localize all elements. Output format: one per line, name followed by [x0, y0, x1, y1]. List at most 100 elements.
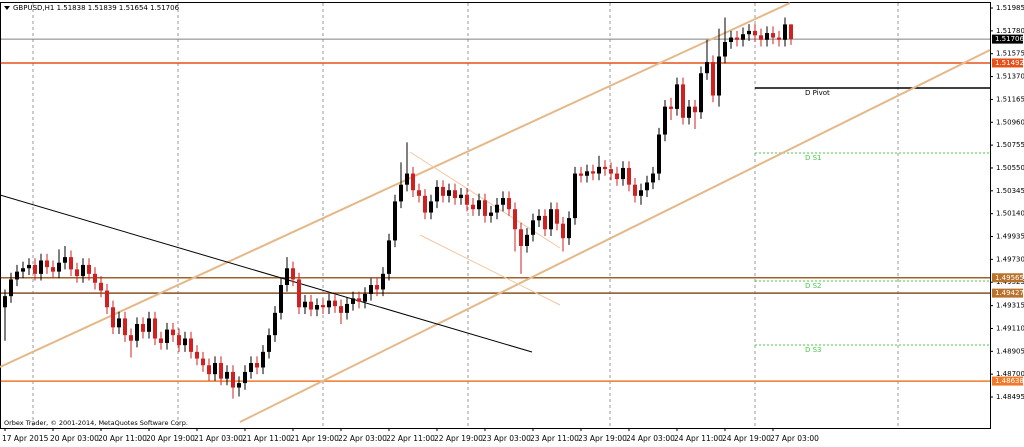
y-tick-label: 1.49730 — [996, 255, 1024, 263]
candle-body — [783, 24, 787, 40]
small-channel — [419, 234, 561, 306]
candle-body — [327, 300, 331, 308]
candle-body — [351, 298, 355, 304]
candle-body — [261, 351, 265, 368]
level-tag — [992, 288, 1023, 298]
level-label: 1.51706 — [995, 35, 1024, 43]
candle-body — [567, 218, 571, 239]
y-tick-label: 1.49315 — [996, 302, 1024, 310]
x-tick-label: 23 Apr 03:00 — [482, 434, 531, 443]
candle-body — [453, 190, 457, 199]
candle-body — [729, 37, 733, 43]
candle-body — [69, 257, 73, 270]
candle-body — [273, 312, 277, 336]
y-tick-label: 1.51165 — [996, 95, 1024, 103]
x-tick-label: 23 Apr 11:00 — [530, 434, 579, 443]
plot-frame — [0, 2, 991, 429]
y-tick-label: 1.49935 — [996, 233, 1024, 241]
candle-body — [429, 201, 433, 213]
candle-body — [51, 267, 55, 272]
candle-body — [651, 173, 655, 183]
candle-body — [387, 240, 391, 274]
candle-body — [171, 329, 175, 336]
candle-body — [375, 284, 379, 290]
candle-body — [723, 42, 727, 57]
candle-body — [45, 260, 49, 268]
candle-body — [747, 30, 751, 35]
candle-body — [15, 271, 19, 280]
y-tick-label: 1.48495 — [996, 393, 1024, 401]
candle-body — [603, 166, 607, 170]
x-tick-label: 20 Apr 19:00 — [146, 434, 195, 443]
candle-body — [411, 173, 415, 191]
candle-body — [579, 173, 583, 176]
y-tick-label: 1.48700 — [996, 370, 1024, 378]
y-tick-label: 1.50345 — [996, 187, 1024, 195]
candle-body — [189, 338, 193, 352]
candle-body — [675, 84, 679, 109]
candle-body — [741, 34, 745, 40]
y-tick-label: 1.50755 — [996, 141, 1024, 149]
candle-body — [717, 56, 721, 96]
candle-body — [147, 318, 151, 332]
candle-body — [735, 37, 739, 40]
candle-body — [597, 166, 601, 174]
candle-body — [123, 318, 127, 336]
candle-body — [87, 264, 91, 274]
candle-body — [609, 169, 613, 174]
x-tick-label: 22 Apr 03:00 — [338, 434, 387, 443]
chart-header: GBPUSD,H1 1.51838 1.51839 1.51654 1.5170… — [13, 4, 180, 12]
x-tick-label: 23 Apr 19:00 — [578, 434, 627, 443]
channel-upper — [0, 2, 791, 368]
candle-body — [33, 264, 37, 274]
candle-body — [135, 324, 139, 341]
candle-body — [21, 268, 25, 272]
candle-body — [771, 33, 775, 38]
candle-body — [339, 306, 343, 313]
candle-body — [549, 209, 553, 230]
candle-body — [201, 358, 205, 366]
candle-body — [423, 195, 427, 213]
candle-body — [63, 257, 67, 263]
candle-body — [369, 284, 373, 294]
candle-body — [483, 200, 487, 216]
candle-body — [93, 273, 97, 283]
y-tick-label: 1.50140 — [996, 210, 1024, 218]
menu-triangle — [4, 6, 10, 10]
candle-body — [531, 220, 535, 235]
candle-body — [315, 305, 319, 310]
pivot-label: D S1 — [805, 154, 822, 162]
x-tick-label: 20 Apr 03:00 — [50, 434, 99, 443]
candle-body — [435, 186, 439, 202]
candle-body — [753, 30, 757, 36]
candle-body — [345, 303, 349, 313]
pivot-label: D S2 — [805, 282, 822, 290]
level-tag — [992, 34, 1023, 44]
candle-body — [417, 190, 421, 196]
x-tick-label: 17 Apr 2015 — [2, 434, 49, 443]
pivot-label: D Pivot — [805, 89, 830, 97]
candle-body — [711, 62, 715, 96]
candle-body — [519, 229, 523, 246]
pivot-label: D S3 — [805, 346, 822, 354]
candle-body — [213, 363, 217, 375]
candle-body — [381, 273, 385, 290]
candle-body — [693, 106, 697, 113]
candle-body — [627, 167, 631, 185]
x-tick-label: 21 Apr 19:00 — [290, 434, 339, 443]
candle-body — [399, 184, 403, 202]
candle-body — [447, 190, 451, 196]
candle-body — [3, 296, 7, 308]
x-tick-label: 24 Apr 19:00 — [722, 434, 771, 443]
candle-body — [195, 351, 199, 359]
x-tick-label: 27 Apr 03:00 — [770, 434, 819, 443]
candle-body — [489, 212, 493, 216]
candle-body — [591, 171, 595, 174]
candle-body — [525, 234, 529, 246]
candle-body — [681, 84, 685, 118]
candle-body — [507, 198, 511, 210]
y-tick-label: 1.51985 — [996, 4, 1024, 12]
candle-body — [759, 35, 763, 40]
candle-body — [705, 62, 709, 74]
